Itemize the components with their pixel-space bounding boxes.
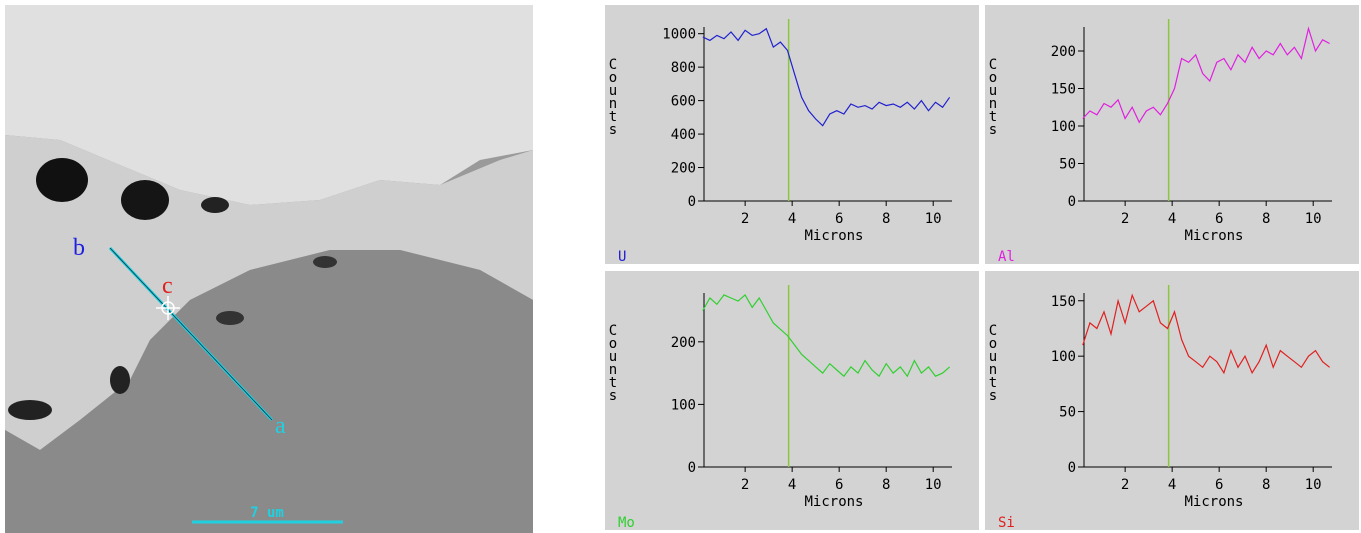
series-line: [1082, 293, 1330, 375]
series-line: [702, 27, 951, 127]
panel: [985, 271, 1359, 530]
y-tick-label: 150: [1051, 294, 1076, 310]
panel: [985, 5, 1359, 264]
x-tick-label: 6: [1215, 477, 1223, 493]
point-label: c: [162, 273, 173, 299]
legend-label: Mo: [618, 515, 635, 531]
point-label: b: [73, 235, 85, 261]
x-tick-label: 10: [1305, 477, 1322, 493]
y-tick-label: 800: [671, 60, 696, 76]
x-axis-label: Microns: [804, 228, 863, 244]
y-tick-label: 100: [1051, 349, 1076, 365]
y-tick-label: 0: [1068, 194, 1076, 210]
y-tick-label: 400: [671, 127, 696, 143]
y-tick-label: 50: [1059, 405, 1076, 421]
x-axis-label: Microns: [804, 494, 863, 510]
y-axis-label: Counts: [985, 323, 1001, 401]
y-axis-label: Counts: [985, 57, 1001, 135]
legend-label: Si: [998, 515, 1015, 531]
y-tick-label: 200: [1051, 44, 1076, 60]
series-line: [702, 293, 950, 378]
x-tick-label: 4: [788, 211, 796, 227]
y-tick-label: 200: [671, 335, 696, 351]
x-tick-label: 8: [1262, 211, 1270, 227]
y-tick-label: 200: [671, 161, 696, 177]
legend-label: Al: [998, 249, 1015, 265]
y-axis-label: Counts: [605, 57, 621, 135]
x-tick-label: 10: [925, 211, 942, 227]
series-line: [1082, 26, 1330, 124]
x-axis-label: Microns: [1184, 228, 1243, 244]
x-tick-label: 6: [1215, 211, 1223, 227]
y-tick-label: 600: [671, 94, 696, 110]
x-tick-label: 4: [1168, 211, 1176, 227]
y-tick-label: 0: [688, 194, 696, 210]
scale-bar-label: 7 um: [250, 505, 284, 521]
x-tick-label: 10: [925, 477, 942, 493]
y-tick-label: 100: [1051, 119, 1076, 135]
x-tick-label: 8: [1262, 477, 1270, 493]
x-tick-label: 8: [882, 477, 890, 493]
x-tick-label: 4: [1168, 477, 1176, 493]
y-tick-label: 50: [1059, 157, 1076, 173]
x-tick-label: 8: [882, 211, 890, 227]
y-axis-label: Counts: [605, 323, 621, 401]
y-tick-label: 1000: [662, 27, 696, 43]
y-tick-label: 100: [671, 397, 696, 413]
y-tick-label: 150: [1051, 82, 1076, 98]
y-tick-label: 0: [1068, 460, 1076, 476]
x-axis-label: Microns: [1184, 494, 1243, 510]
y-tick-label: 0: [688, 460, 696, 476]
panel: [605, 271, 979, 530]
x-tick-label: 10: [1305, 211, 1322, 227]
panel: [605, 5, 979, 264]
x-tick-label: 6: [835, 477, 843, 493]
x-tick-label: 6: [835, 211, 843, 227]
point-label: a: [275, 413, 286, 439]
micrograph: b c a 7 um: [5, 5, 533, 533]
x-tick-label: 4: [788, 477, 796, 493]
x-tick-label: 2: [1121, 477, 1129, 493]
x-tick-label: 2: [741, 477, 749, 493]
x-tick-label: 2: [1121, 211, 1129, 227]
legend-label: U: [618, 249, 626, 265]
x-tick-label: 2: [741, 211, 749, 227]
